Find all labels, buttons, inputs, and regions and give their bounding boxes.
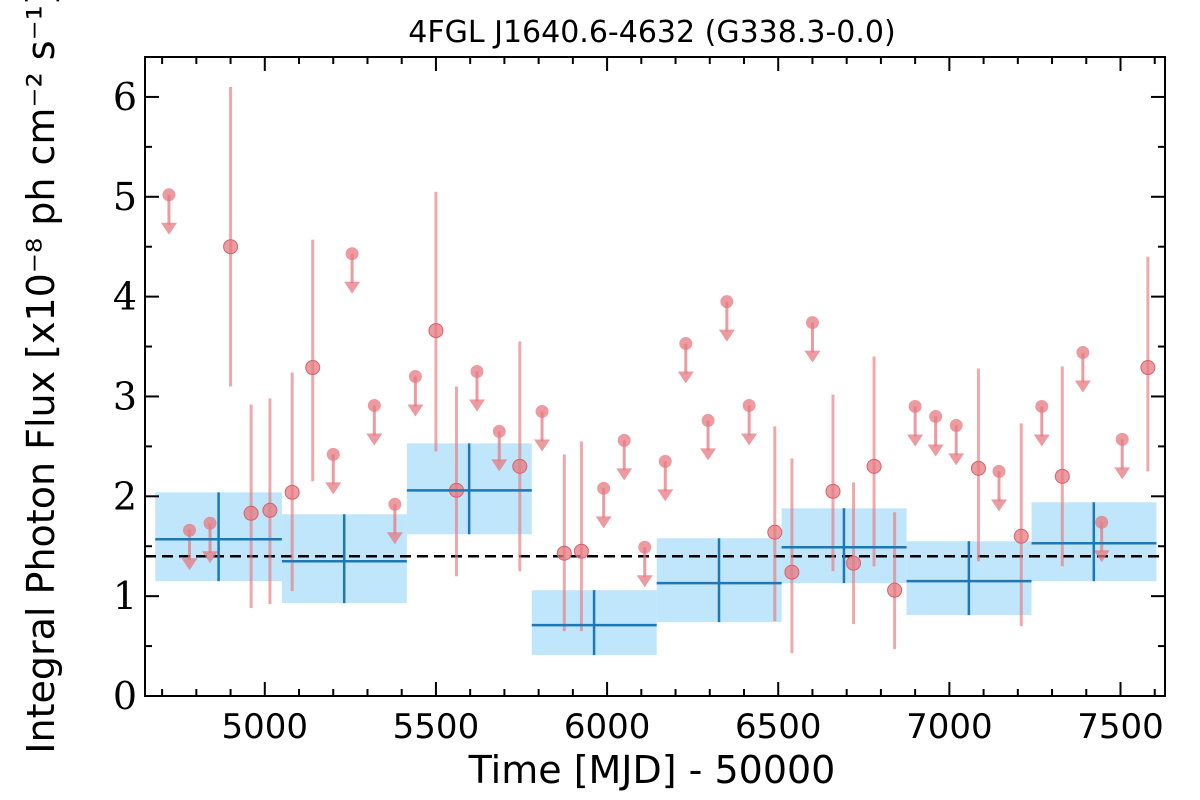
axis-tick-labels: 5000 5500 6000 6500 7000 7500 0 1 2 3 4 5 6: [113, 75, 1164, 747]
upper-limit-arrow-8: [469, 399, 486, 412]
detection-point-2: [262, 502, 278, 518]
upper-limit-arrow-10: [534, 439, 551, 452]
detection-point-4: [305, 360, 321, 376]
detection-error-bars: [229, 86, 1150, 654]
upper-limit-arrow-0: [160, 222, 177, 235]
detection-point-17: [1013, 528, 1029, 544]
x-tick-label-3: 6500: [735, 707, 822, 747]
y-tick-label-2: 2: [113, 474, 137, 518]
y-tick-label-1: 1: [113, 574, 137, 618]
upper-limit-arrow-17: [718, 329, 735, 342]
plot-frame: [144, 56, 1166, 697]
detection-point-10: [767, 524, 783, 540]
upper-limit-arrow-12: [616, 468, 633, 481]
upper-limit-arrow-15: [677, 371, 694, 384]
upper-limit-arrow-14: [657, 489, 674, 502]
upper-limit-arrow-24: [1033, 434, 1050, 447]
y-tick-label-0: 0: [113, 674, 137, 718]
upper-limit-arrow-4: [344, 281, 361, 294]
upper-limit-arrow-19: [804, 350, 821, 363]
detection-point-0: [223, 239, 239, 255]
y-tick-label-5: 5: [113, 175, 137, 219]
upper-limit-arrow-2: [202, 551, 219, 564]
upper-limit-arrow-18: [741, 433, 758, 446]
detection-point-15: [887, 582, 903, 598]
upper-limit-markers: [160, 188, 1131, 588]
x-tick-label-2: 6000: [564, 707, 651, 747]
detection-point-1: [243, 505, 259, 521]
x-tick-label-0: 5000: [222, 707, 309, 747]
x-tick-label-5: 7500: [1077, 707, 1164, 747]
upper-limit-arrow-5: [366, 433, 383, 446]
upper-limit-arrow-6: [386, 532, 403, 545]
upper-limit-arrow-3: [325, 482, 342, 495]
y-tick-label-6: 6: [113, 75, 137, 119]
detection-point-13: [846, 555, 862, 571]
detection-point-3: [284, 484, 300, 500]
y-axis-label: Integral Photon Flux [x10⁻⁸ ph cm⁻² s⁻¹]: [19, 0, 63, 754]
detection-point-9: [573, 543, 589, 559]
detection-point-7: [512, 458, 528, 474]
detection-point-8: [556, 545, 572, 561]
x-tick-label-4: 7000: [906, 707, 993, 747]
detection-point-5: [428, 323, 444, 339]
axis-ticks: [145, 57, 1165, 697]
upper-limit-arrow-9: [491, 459, 508, 472]
y-tick-label-3: 3: [113, 374, 137, 418]
x-axis-label: Time [MJD] - 50000: [468, 748, 836, 792]
upper-limit-arrow-23: [990, 499, 1007, 512]
y-tick-label-4: 4: [113, 275, 137, 319]
detection-point-12: [825, 483, 841, 499]
upper-limit-arrow-21: [927, 444, 944, 457]
upper-limit-arrow-16: [700, 448, 717, 461]
detection-point-19: [1140, 360, 1156, 376]
upper-limit-arrow-22: [948, 453, 965, 466]
time-bin-crosses: [155, 443, 1157, 656]
detection-point-14: [866, 458, 882, 474]
x-tick-label-1: 5500: [393, 707, 480, 747]
upper-limit-arrow-20: [907, 434, 924, 447]
time-bin-error-bands: [155, 443, 1157, 656]
upper-limit-arrow-26: [1093, 550, 1110, 563]
detection-point-16: [970, 460, 986, 476]
upper-limit-arrow-1: [181, 558, 198, 571]
upper-limit-arrow-7: [407, 404, 424, 417]
upper-limit-arrow-25: [1074, 380, 1091, 393]
upper-limit-arrow-11: [595, 516, 612, 529]
upper-limit-arrow-27: [1114, 467, 1131, 480]
detection-points: [223, 239, 1156, 598]
upper-limit-arrow-13: [636, 575, 653, 588]
chart-title: 4FGL J1640.6-4632 (G338.3-0.0): [408, 15, 895, 50]
detection-point-18: [1054, 468, 1070, 484]
detection-point-11: [784, 564, 800, 580]
